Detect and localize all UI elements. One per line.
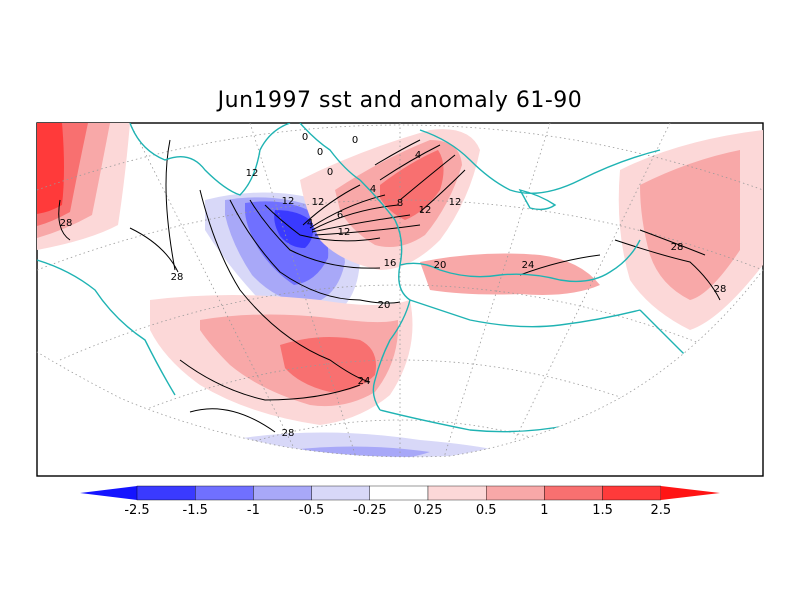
contour-label: 28 [60, 218, 73, 229]
legend-swatch [194, 485, 254, 501]
contour-label: 4 [370, 184, 376, 195]
anomaly-region [274, 210, 314, 248]
legend-tick-label: 1 [540, 503, 548, 518]
contour-label: 12 [449, 197, 462, 208]
legend-tick-label: -2.5 [124, 503, 149, 518]
legend-swatch [136, 485, 196, 501]
contour-label: 0 [352, 135, 358, 146]
contour-label: 16 [384, 258, 397, 269]
contour-label: 0 [317, 147, 323, 158]
legend-tick-label: -1 [247, 503, 260, 518]
legend-tick-label: 2.5 [650, 503, 671, 518]
graticule [37, 123, 763, 457]
contour-label: 28 [714, 284, 727, 295]
anomaly-region [290, 446, 430, 457]
legend-swatch [602, 485, 661, 501]
legend-tick-label: -0.25 [353, 503, 387, 518]
contour-label: 4 [307, 218, 313, 229]
contour-label: 28 [282, 428, 295, 439]
contour-label: 12 [338, 227, 351, 238]
contour-label: 20 [378, 300, 391, 311]
contour-label: 20 [434, 260, 447, 271]
anomaly-region [280, 336, 376, 392]
contour-label: 8 [397, 198, 403, 209]
contour-label: 6 [337, 210, 343, 221]
contour-label: 12 [312, 197, 325, 208]
legend-tick-label: 1.5 [592, 503, 613, 518]
legend-swatch [253, 485, 312, 501]
contour-label: 28 [171, 272, 184, 283]
legend-tick-label: 0.25 [414, 503, 443, 518]
contour-label: 24 [522, 260, 535, 271]
contour-label: 24 [358, 376, 371, 387]
contour-label: 4 [415, 150, 421, 161]
contour-label: 12 [282, 196, 295, 207]
legend-swatch [427, 485, 487, 501]
legend-swatch [369, 485, 429, 501]
contour-label: 12 [246, 168, 259, 179]
legend-swatch [544, 485, 603, 501]
anomaly-region [640, 150, 740, 300]
contour-label: 28 [671, 242, 684, 253]
anomaly-region [37, 123, 64, 214]
contour-label: 0 [302, 132, 308, 143]
legend-tick-label: 0.5 [476, 503, 497, 518]
legend-swatch [486, 485, 545, 501]
legend-tick-label: -0.5 [299, 503, 324, 518]
map-edge [36, 269, 764, 458]
legend-swatch [311, 485, 371, 501]
legend-tick-label: -1.5 [183, 503, 208, 518]
anomaly-region [380, 150, 444, 220]
contour-label: 0 [327, 167, 333, 178]
legend-arrow-high [660, 486, 720, 500]
map-title: Jun1997 sst and anomaly 61-90 [217, 88, 583, 113]
contour-label: 12 [419, 205, 432, 216]
legend-arrow-low [80, 486, 137, 500]
